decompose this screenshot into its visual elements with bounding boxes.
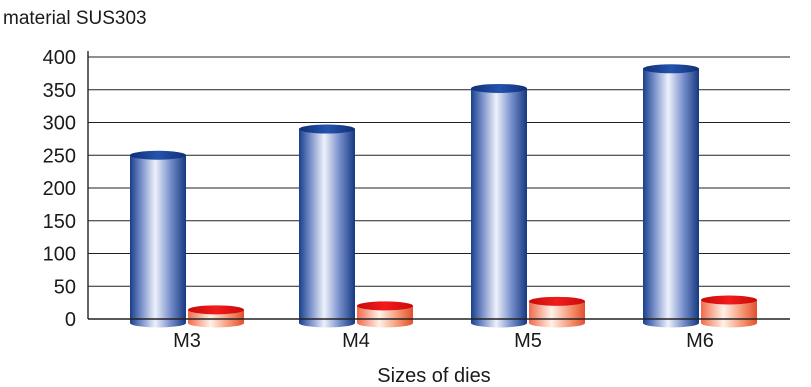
y-tick-label: 100	[43, 244, 76, 266]
gridlines	[88, 56, 790, 287]
bars	[130, 64, 757, 328]
y-tick-label: 50	[54, 276, 76, 298]
y-tick-label: 0	[65, 309, 76, 331]
x-category-label: M3	[173, 330, 201, 352]
x-category-label: M6	[686, 330, 714, 352]
y-tick-label: 350	[43, 80, 76, 102]
bar-series2-M4	[357, 301, 413, 328]
y-axis-tick-labels: 0 50 100 150 200 250 300 350 400	[43, 47, 76, 331]
y-tick-label: 300	[43, 113, 76, 135]
x-axis-category-labels: M3 M4 M5 M6	[173, 330, 714, 352]
bar-series1-M6	[643, 64, 699, 328]
bar-series1-M3	[130, 150, 186, 328]
bar-series2-M6	[701, 295, 757, 328]
x-category-label: M5	[514, 330, 542, 352]
y-tick-label: 150	[43, 211, 76, 233]
y-tick-label: 200	[43, 178, 76, 200]
x-category-label: M4	[342, 330, 370, 352]
x-axis-label: Sizes of dies	[377, 365, 490, 387]
y-tick-label: 250	[43, 145, 76, 167]
bar-series2-M3	[188, 305, 244, 328]
chart-title: material SUS303	[3, 8, 147, 29]
bar-series1-M5	[471, 83, 527, 328]
axes	[87, 51, 790, 320]
y-tick-label: 400	[43, 47, 76, 69]
bar-series2-M5	[529, 296, 585, 328]
bar-series1-M4	[299, 124, 355, 328]
